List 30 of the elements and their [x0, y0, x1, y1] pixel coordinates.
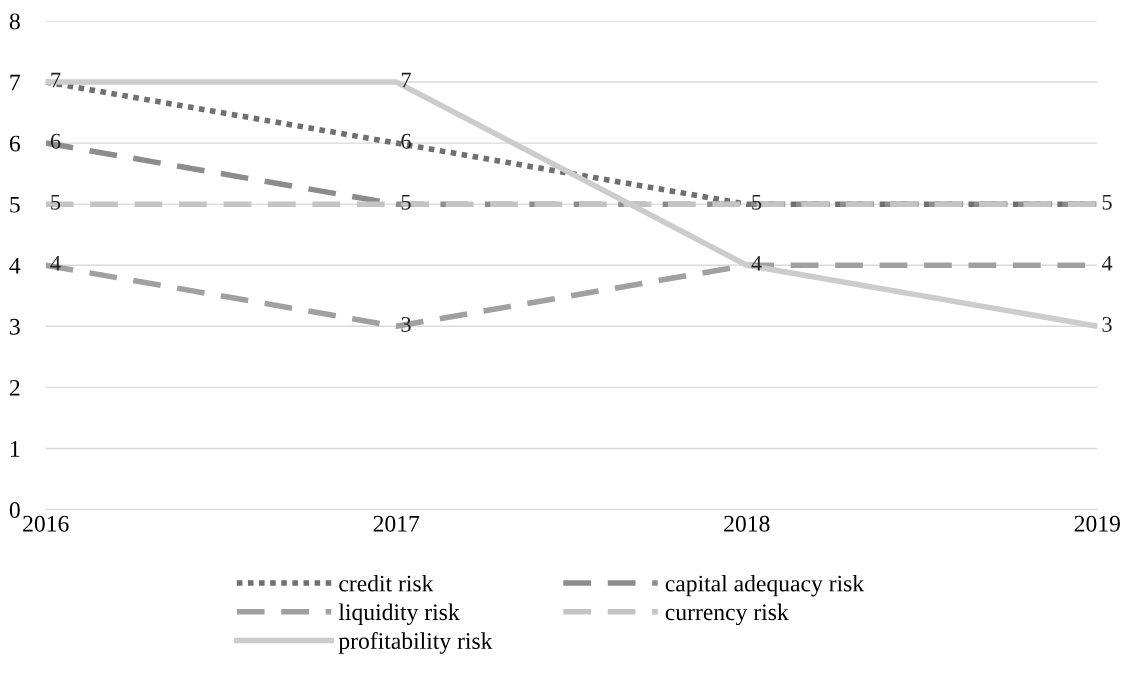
- data-label: 4: [1101, 255, 1113, 271]
- data-label: 6: [401, 133, 411, 149]
- legend-label: currency risk: [665, 603, 789, 626]
- x-tick-label: 2017: [373, 515, 420, 532]
- legend-label: credit risk: [339, 574, 434, 592]
- x-tick-label: 2019: [1074, 515, 1120, 532]
- data-label: 7: [401, 72, 411, 88]
- data-label: 4: [751, 255, 762, 271]
- x-tick-label: 2016: [23, 515, 69, 532]
- y-tick-label: 2: [9, 379, 20, 396]
- data-label: 5: [401, 194, 411, 210]
- data-label: 5: [752, 194, 762, 210]
- y-tick-label: 6: [9, 135, 21, 152]
- y-tick-label: 0: [9, 502, 20, 518]
- legend-label: liquidity risk: [338, 603, 460, 626]
- y-tick-label: 7: [10, 74, 21, 91]
- y-tick-label: 5: [10, 196, 20, 213]
- data-label: 4: [50, 255, 61, 271]
- legend-label: capital adequacy risk: [665, 574, 865, 597]
- y-tick-label: 1: [10, 441, 20, 457]
- data-label: 5: [51, 194, 61, 210]
- y-tick-label: 3: [10, 318, 20, 335]
- data-label: 5: [1102, 194, 1112, 210]
- y-tick-label: 4: [9, 257, 21, 274]
- data-label: 7: [51, 72, 61, 88]
- data-label: 3: [1102, 316, 1112, 332]
- y-tick-label: 8: [9, 13, 20, 30]
- x-tick-label: 2018: [724, 515, 770, 532]
- legend-label: profitability risk: [338, 632, 493, 654]
- data-label: 6: [50, 133, 61, 149]
